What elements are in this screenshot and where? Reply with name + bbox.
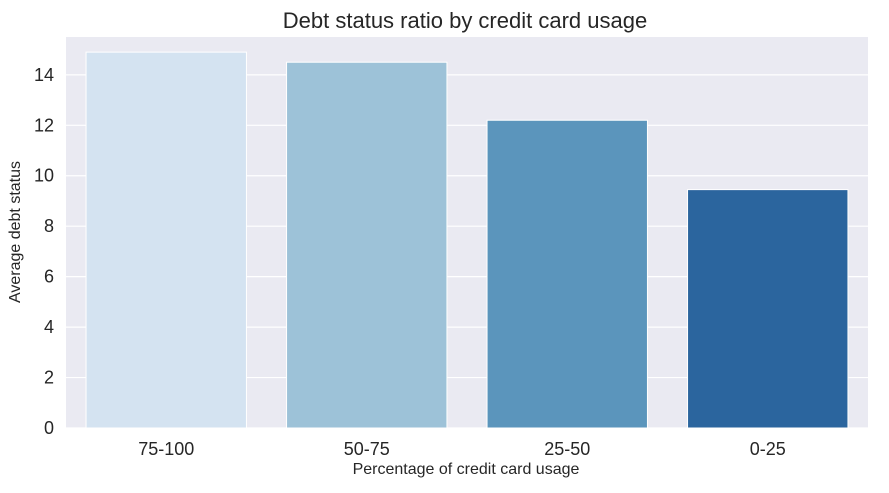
x-tick-label: 25-50: [544, 439, 590, 459]
y-tick-label: 4: [44, 317, 54, 337]
y-tick-label: 6: [44, 267, 54, 287]
y-tick-label: 14: [34, 65, 54, 85]
chart-title: Debt status ratio by credit card usage: [283, 8, 647, 33]
x-tick-label: 75-100: [138, 439, 194, 459]
y-tick-label: 0: [44, 418, 54, 438]
bars: [85, 51, 849, 429]
x-axis-ticks: 75-100 50-75 25-50 0-25: [138, 439, 786, 459]
x-tick-label: 0-25: [750, 439, 786, 459]
bar-75-100: [85, 51, 247, 429]
y-axis-label: Average debt status: [7, 161, 24, 303]
bar-0-25: [687, 189, 849, 429]
y-tick-label: 12: [34, 115, 54, 135]
y-tick-label: 8: [44, 216, 54, 236]
bar-25-50: [486, 119, 648, 429]
y-tick-label: 10: [34, 166, 54, 186]
bar-50-75: [286, 61, 448, 429]
y-tick-label: 2: [44, 368, 54, 388]
x-tick-label: 50-75: [344, 439, 390, 459]
x-axis-label: Percentage of credit card usage: [353, 461, 580, 478]
y-axis-ticks: 0 2 4 6 8 10 12 14: [34, 65, 54, 438]
